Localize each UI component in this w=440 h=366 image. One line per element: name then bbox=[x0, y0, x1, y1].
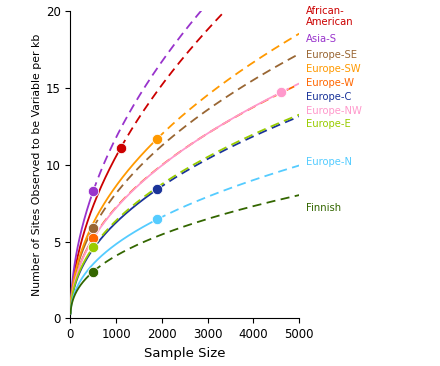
Text: Europe-W: Europe-W bbox=[306, 78, 354, 88]
Text: Europe-SE: Europe-SE bbox=[306, 50, 357, 60]
Text: Europe-E: Europe-E bbox=[306, 119, 351, 129]
Text: Europe-C: Europe-C bbox=[306, 92, 352, 102]
X-axis label: Sample Size: Sample Size bbox=[144, 347, 226, 360]
Text: Europe-N: Europe-N bbox=[306, 157, 352, 167]
Text: Europe-SW: Europe-SW bbox=[306, 64, 361, 74]
Text: African-
American: African- American bbox=[306, 6, 354, 27]
Text: Asia-S: Asia-S bbox=[306, 34, 337, 44]
Text: Europe-NW: Europe-NW bbox=[306, 105, 362, 116]
Y-axis label: Number of Sites Observed to be Variable per kb: Number of Sites Observed to be Variable … bbox=[32, 34, 42, 296]
Text: Finnish: Finnish bbox=[306, 203, 341, 213]
